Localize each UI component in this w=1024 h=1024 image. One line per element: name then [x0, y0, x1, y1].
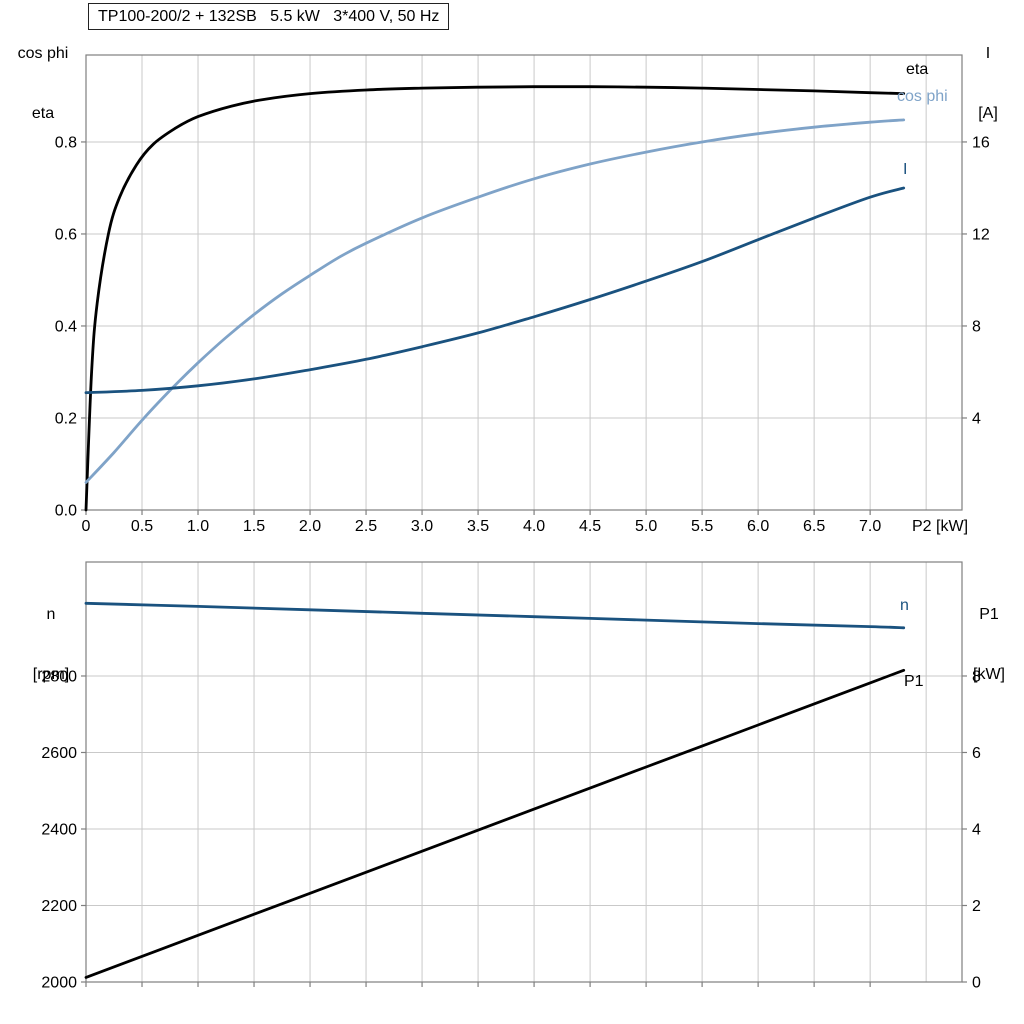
x-tick-label: 4.5	[579, 518, 601, 535]
y-left-tick-label: 2200	[41, 898, 77, 915]
y-left-tick-label: 0.2	[55, 410, 77, 427]
y-left-tick-label: 0.8	[55, 134, 77, 151]
x-tick-label: 7.0	[859, 518, 881, 535]
curve-label-cos-phi: cos phi	[897, 88, 948, 105]
y-right-tick-label: 4	[972, 821, 981, 838]
axis-label-cos-phi: cos phi	[17, 45, 69, 62]
x-tick-label: 3.0	[411, 518, 433, 535]
y-left-tick-label: 0.6	[55, 226, 77, 243]
x-tick-label: 0	[82, 518, 91, 535]
curve-label-eta: eta	[906, 61, 929, 78]
series-cos-phi	[84, 118, 906, 484]
y-right-tick-label: 6	[972, 745, 981, 762]
series-p1	[84, 668, 906, 979]
y-right-tick-label: 8	[972, 668, 981, 685]
y-left-tick-label: 0.0	[55, 503, 77, 520]
axis-label-speed-unit: [rpm]	[32, 666, 70, 683]
x-tick-label: 1.0	[187, 518, 209, 535]
axis-label-speed: n	[46, 606, 56, 623]
chart-title-box: TP100-200/2 + 132SB 5.5 kW 3*400 V, 50 H…	[88, 3, 450, 30]
axis-frame	[85, 54, 963, 511]
y-right-tick-label: 2	[972, 898, 981, 915]
x-axis-title: P2 [kW]	[912, 518, 968, 535]
x-tick-label: 5.5	[691, 518, 713, 535]
axis-label-current-unit: [A]	[978, 105, 998, 122]
x-tick-label: 6.0	[747, 518, 769, 535]
y-right-tick-label: 4	[972, 410, 981, 427]
x-tick-label: 0.5	[131, 518, 153, 535]
axis-label-p1: P1	[979, 606, 999, 623]
bottom-right-axis-label: P1 [kW]	[965, 565, 1013, 725]
series-n	[84, 601, 906, 630]
top-left-axis-label: cos phi eta	[7, 4, 79, 164]
x-tick-label: 3.5	[467, 518, 489, 535]
x-tick-label: 5.0	[635, 518, 657, 535]
curve-label-current: I	[903, 161, 908, 178]
x-tick-label: 2.0	[299, 518, 321, 535]
x-tick-label: 4.0	[523, 518, 545, 535]
axis-label-current: I	[985, 45, 991, 62]
y-left-tick-label: 2000	[41, 975, 77, 992]
y-left-tick-label: 2600	[41, 745, 77, 762]
axis-label-p1-unit: [kW]	[973, 666, 1005, 683]
x-tick-label: 2.5	[355, 518, 377, 535]
y-left-tick-label: 2800	[41, 668, 77, 685]
x-tick-label: 1.5	[243, 518, 265, 535]
y-right-tick-label: 12	[972, 226, 990, 243]
axis-frame	[85, 561, 963, 983]
x-tick-label: 6.5	[803, 518, 825, 535]
y-right-tick-label: 16	[972, 134, 990, 151]
bottom-left-axis-label: n [rpm]	[15, 565, 87, 725]
y-left-tick-label: 0.4	[55, 318, 77, 335]
curve-label-speed: n	[900, 597, 909, 614]
series-eta	[84, 85, 906, 512]
y-right-tick-label: 0	[972, 975, 981, 992]
series-i	[84, 186, 906, 395]
curve-label-p1: P1	[904, 673, 924, 690]
axis-label-eta: eta	[31, 105, 55, 122]
y-right-tick-label: 8	[972, 318, 981, 335]
y-left-tick-label: 2400	[41, 821, 77, 838]
top-right-axis-label: I [A]	[964, 4, 1012, 164]
